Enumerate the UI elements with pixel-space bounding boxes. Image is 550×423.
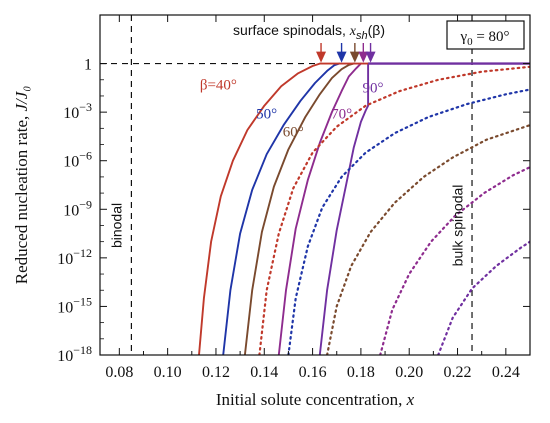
y-tick-label: 10−15 (57, 294, 92, 316)
spinodal-arrow-head-0 (316, 51, 327, 63)
x-tick-label: 0.22 (444, 364, 472, 381)
x-tick-label: 0.18 (347, 364, 375, 381)
x-tick-label: 0.24 (492, 364, 520, 381)
x-axis-title: Initial solute concentration, x (216, 390, 415, 409)
y-tick-label: 1 (84, 57, 92, 74)
series-3-solid-curve (277, 62, 362, 355)
x-tick-label: 0.08 (105, 364, 133, 381)
y-tick-label: 10−6 (63, 149, 92, 171)
x-tick-label: 0.14 (250, 364, 278, 381)
series-5-dotted-curve (258, 65, 530, 355)
gamma-legend-text: γ0 = 80° (459, 29, 509, 48)
spinodal-arrow-head-4 (365, 51, 376, 63)
series-9-dotted-curve (437, 240, 530, 355)
bulk-spinodal-label: bulk spinodal (449, 185, 465, 267)
x-tick-label: 0.16 (299, 364, 327, 381)
series-label: 90° (362, 81, 383, 97)
series-0-solid-curve (198, 62, 321, 355)
series-8-dotted-curve (379, 166, 530, 355)
series-label: β=40° (200, 77, 237, 93)
series-label: 70° (331, 107, 352, 123)
series-1-solid-curve (222, 62, 341, 355)
plot-marks (100, 15, 530, 355)
y-tick-label: 10−12 (57, 246, 92, 268)
series-6-dotted-curve (287, 88, 530, 355)
annotations: β=40° 50° 60° 70° 90° binodal bulk spinodal sur… (109, 20, 525, 267)
plot-frame (99, 14, 531, 356)
y-tick-label: 10−18 (57, 343, 92, 365)
spinodal-arrow-head-1 (336, 51, 347, 63)
series-7-dotted-curve (326, 124, 530, 355)
y-tick-label: 10−3 (63, 100, 92, 122)
spinodal-arrow-head-3 (358, 51, 369, 63)
gamma-legend-box (446, 20, 525, 50)
x-tick-label: 0.20 (395, 364, 423, 381)
y-axis-title: Reduced nucleation rate, J/J₀ (12, 86, 31, 285)
x-tick-label: 0.12 (202, 364, 230, 381)
series-label: 50° (256, 107, 277, 123)
x-tick-label: 0.10 (154, 364, 182, 381)
surface-spinodals-annotation: surface spinodals, xsh(β) (233, 22, 385, 42)
y-tick-label: 10−9 (63, 197, 92, 219)
series-4-solid-curve (318, 62, 530, 355)
axis-ticks: 0.08 0.10 0.12 0.14 0.16 0.18 0.20 0.22 0.24 1 10−… (57, 15, 531, 381)
spinodal-arrow-head-2 (349, 51, 360, 63)
series-2-solid-curve (243, 62, 355, 355)
series-label: 60° (283, 124, 304, 140)
binodal-label: binodal (109, 203, 125, 248)
